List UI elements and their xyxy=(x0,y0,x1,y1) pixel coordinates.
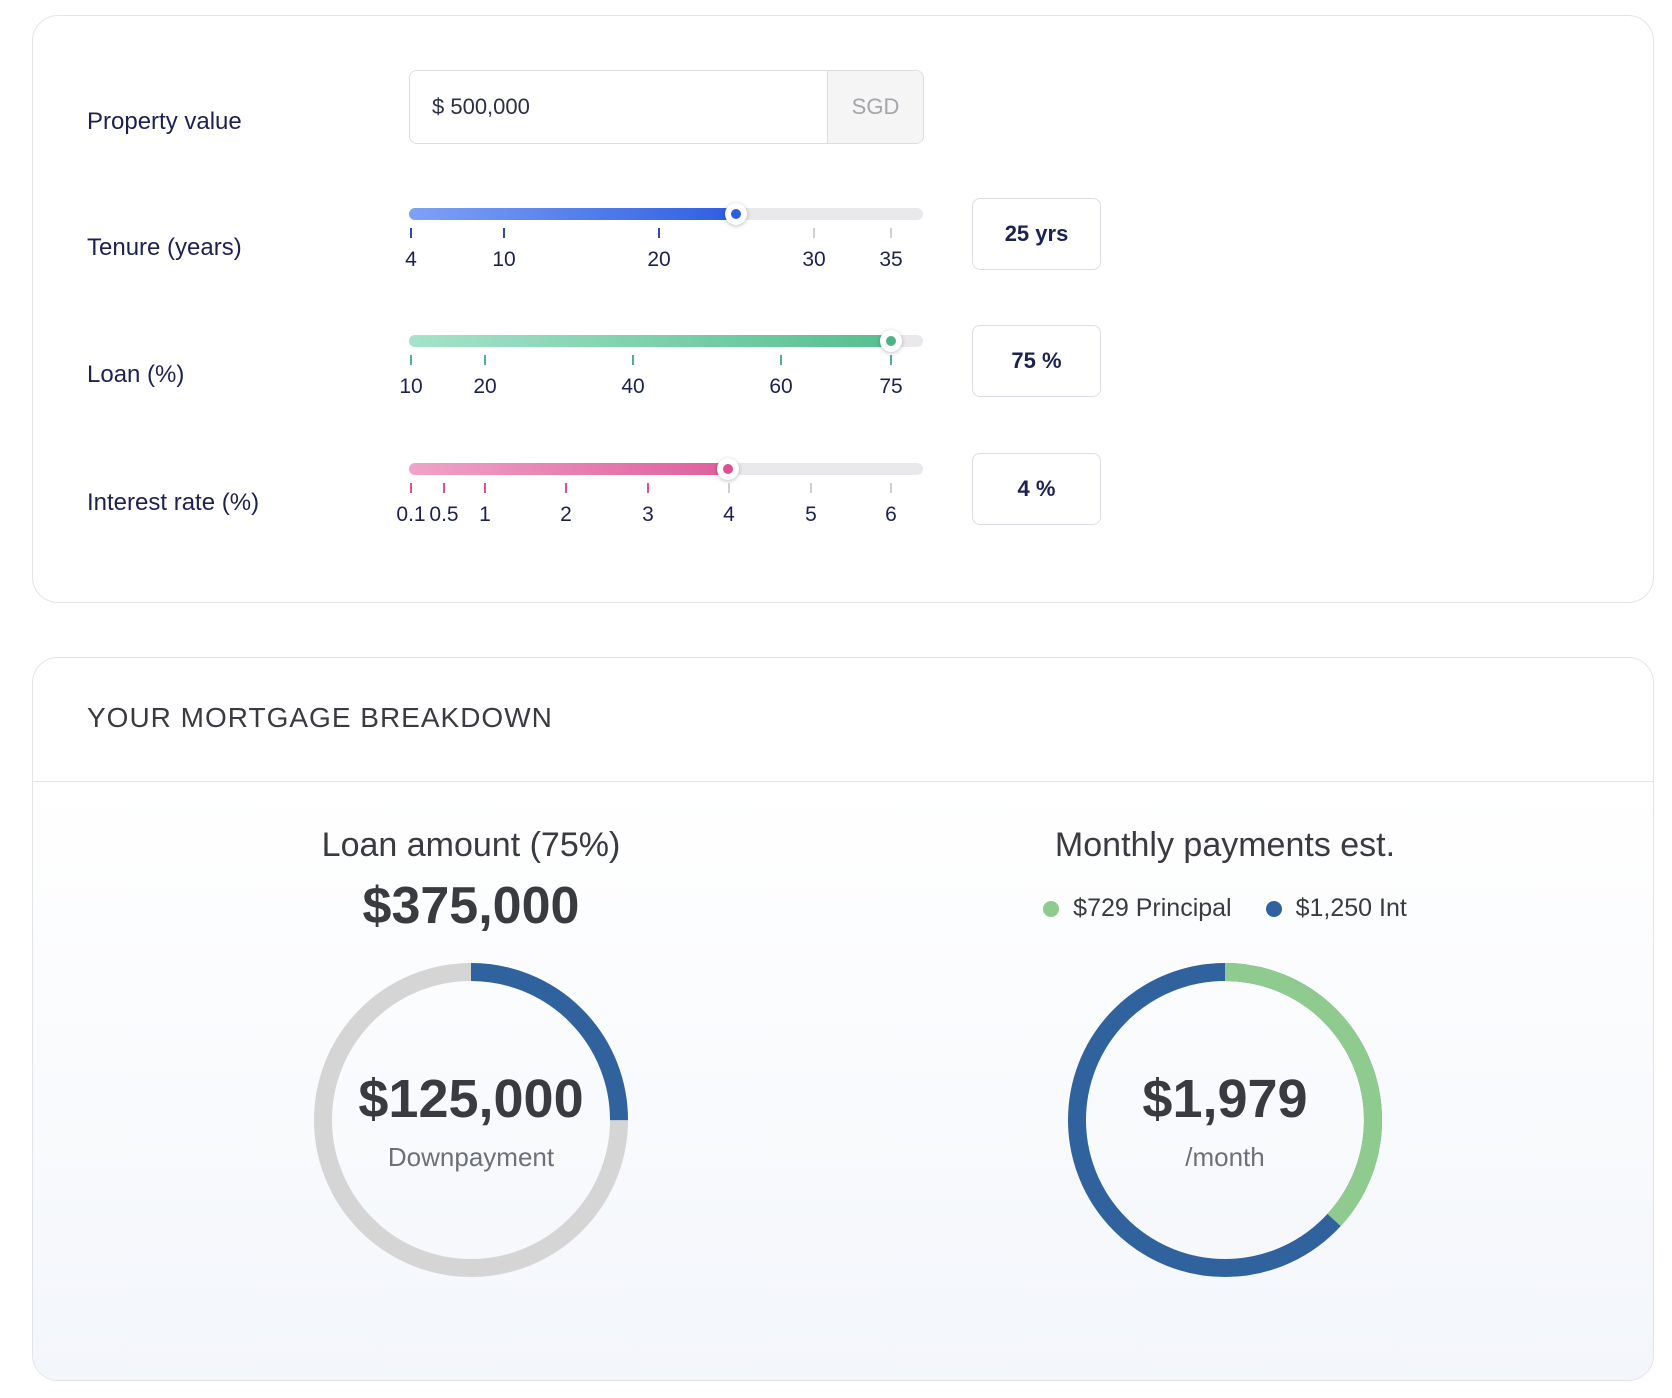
donut-principal-segment xyxy=(1068,963,1382,1277)
legend-principal: $729 Principal xyxy=(1043,894,1232,923)
downpayment-donut: $125,000 Downpayment xyxy=(301,950,641,1290)
monthly-payment-value: $1,979 xyxy=(1142,1069,1308,1129)
breakdown-header: YOUR MORTGAGE BREAKDOWN xyxy=(33,658,1653,782)
slider-handle[interactable] xyxy=(880,330,902,352)
slider-tick-label: 2 xyxy=(560,503,572,526)
slider-tick xyxy=(810,483,812,493)
loan-amount-heading: Loan amount (75%) xyxy=(321,826,621,864)
slider-tick-label: 10 xyxy=(492,248,516,271)
monthly-payments-heading: Monthly payments est. xyxy=(1054,826,1396,864)
slider-tick xyxy=(647,483,649,493)
interest-rate-label: Interest rate (%) xyxy=(87,489,260,516)
downpayment-label: Downpayment xyxy=(387,1142,555,1172)
property-value-field: SGD xyxy=(409,70,924,144)
slider-fill xyxy=(409,335,895,347)
property-value-input[interactable] xyxy=(410,71,827,143)
slider-tick xyxy=(890,483,892,493)
slider-tick xyxy=(484,483,486,493)
loan-slider[interactable]: 10 20 40 60 75 xyxy=(399,330,923,415)
slider-tick-label: 10 xyxy=(399,375,423,398)
interest-rate-value-box[interactable]: 4 % xyxy=(972,453,1101,525)
slider-tick-label: 4 xyxy=(405,248,417,271)
loan-label: Loan (%) xyxy=(87,361,185,388)
donut-loan-segment xyxy=(314,963,628,1277)
slider-handle[interactable] xyxy=(724,203,747,225)
slider-tick-label: 6 xyxy=(885,503,897,526)
downpayment-donut-chart xyxy=(314,963,628,1277)
slider-tick xyxy=(890,355,892,365)
breakdown-body: Loan amount (75%) $375,000 $125,000 Down… xyxy=(33,782,1653,1380)
slider-fill xyxy=(409,463,733,475)
slider-tick xyxy=(658,228,660,238)
interest-rate-slider[interactable]: 0.1 0.5 1 2 3 4 5 6 xyxy=(396,458,923,543)
slider-tick-label: 1 xyxy=(479,503,491,526)
legend-interest-label: $1,250 Int xyxy=(1295,894,1407,922)
slider-tick-label: 75 xyxy=(879,375,903,398)
tenure-slider[interactable]: 4 10 20 30 35 xyxy=(405,203,923,288)
property-value-label: Property value xyxy=(87,108,242,135)
slider-tick-label: 20 xyxy=(647,248,671,271)
breakdown-title: YOUR MORTGAGE BREAKDOWN xyxy=(87,702,553,733)
legend-interest: $1,250 Int xyxy=(1265,894,1407,923)
monthly-payment-donut: $1,979 /month xyxy=(1055,950,1395,1290)
slider-tick xyxy=(410,355,412,365)
payment-legend: $729 Principal $1,250 Int xyxy=(865,894,1585,923)
tenure-value-box[interactable]: 25 yrs xyxy=(972,198,1101,270)
legend-principal-label: $729 Principal xyxy=(1073,894,1232,922)
slider-tick-label: 4 xyxy=(723,503,735,526)
loan-value-box[interactable]: 75 % xyxy=(972,325,1101,397)
interest-dot-icon xyxy=(1265,900,1282,917)
tenure-label: Tenure (years) xyxy=(87,234,242,261)
slider-tick xyxy=(632,355,634,365)
slider-tick-label: 60 xyxy=(769,375,793,398)
slider-tick-label: 40 xyxy=(621,375,645,398)
slider-tick-label: 0.1 xyxy=(396,503,426,526)
slider-tick-label: 5 xyxy=(805,503,817,526)
monthly-payment-donut-chart xyxy=(1068,963,1382,1277)
mortgage-breakdown-card: YOUR MORTGAGE BREAKDOWN Loan amount (75%… xyxy=(32,657,1654,1381)
slider-fill xyxy=(409,208,740,220)
slider-tick xyxy=(728,483,730,493)
slider-tick xyxy=(410,228,412,238)
calculator-card: Property value SGD Tenure (years) 4 10 20 3… xyxy=(32,15,1654,603)
principal-dot-icon xyxy=(1043,900,1060,917)
slider-tick-label: 0.5 xyxy=(429,503,459,526)
slider-tick xyxy=(503,228,505,238)
slider-tick xyxy=(813,228,815,238)
slider-tick xyxy=(890,228,892,238)
slider-tick xyxy=(443,483,445,493)
slider-handle[interactable] xyxy=(717,458,740,480)
slider-tick-label: 30 xyxy=(802,248,826,271)
slider-tick xyxy=(565,483,567,493)
slider-tick-label: 20 xyxy=(473,375,497,398)
slider-tick-label: 35 xyxy=(879,248,903,271)
per-month-label: /month xyxy=(1185,1142,1265,1172)
loan-amount-value: $375,000 xyxy=(362,877,580,935)
downpayment-value: $125,000 xyxy=(358,1069,584,1129)
slider-tick-label: 3 xyxy=(642,503,654,526)
slider-tick xyxy=(780,355,782,365)
slider-tick xyxy=(484,355,486,365)
currency-suffix: SGD xyxy=(827,71,923,143)
slider-tick xyxy=(410,483,412,493)
